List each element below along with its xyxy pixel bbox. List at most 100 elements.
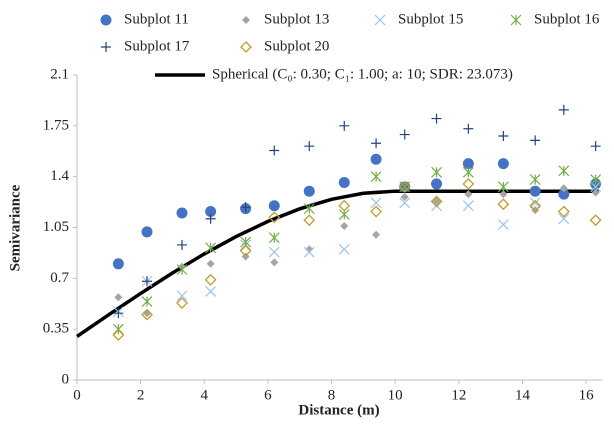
point xyxy=(303,214,316,227)
point xyxy=(462,166,474,178)
y-axis-title: Semivariance xyxy=(7,184,23,271)
point xyxy=(497,181,509,193)
legend-label: Subplot 17 xyxy=(124,38,190,54)
point xyxy=(462,158,474,170)
point xyxy=(463,123,474,134)
y-tick-label: 2.1 xyxy=(50,66,69,82)
point xyxy=(372,230,381,239)
legend-label: Subplot 15 xyxy=(398,11,463,27)
point xyxy=(591,188,600,197)
point xyxy=(371,138,382,149)
point xyxy=(177,239,187,250)
legend-marker xyxy=(510,14,522,26)
point xyxy=(304,141,315,152)
point xyxy=(558,104,569,115)
point xyxy=(338,176,350,188)
point xyxy=(590,141,601,152)
point xyxy=(141,308,153,321)
point xyxy=(112,258,124,270)
point xyxy=(529,199,542,212)
point xyxy=(303,203,315,215)
point xyxy=(589,214,602,227)
point xyxy=(206,259,215,268)
point xyxy=(239,244,252,257)
point xyxy=(268,211,281,224)
point xyxy=(303,246,315,258)
legend-marker xyxy=(242,16,250,24)
point xyxy=(431,113,442,124)
legend-marker xyxy=(374,14,386,26)
point xyxy=(400,193,409,201)
point xyxy=(176,264,188,276)
point xyxy=(399,197,411,209)
point xyxy=(268,200,280,212)
x-tick-label: 8 xyxy=(328,387,336,403)
point xyxy=(141,226,153,238)
point xyxy=(430,195,443,208)
point xyxy=(339,120,350,131)
point xyxy=(370,153,382,165)
y-tick-label: 0.7 xyxy=(50,270,69,286)
point xyxy=(205,213,216,224)
x-tick-label: 0 xyxy=(73,387,81,403)
legend-marker xyxy=(101,42,111,52)
legend-marker xyxy=(240,41,252,53)
point xyxy=(205,206,217,218)
point xyxy=(176,207,188,219)
point xyxy=(269,145,280,156)
y-tick-label: 1.75 xyxy=(43,117,69,133)
point xyxy=(370,171,382,183)
point xyxy=(464,190,473,199)
point xyxy=(268,246,280,258)
point xyxy=(431,166,442,178)
point xyxy=(559,184,568,193)
point xyxy=(112,329,125,341)
y-tick-label: 0 xyxy=(62,371,70,387)
point xyxy=(205,242,217,254)
legend-label: Subplot 20 xyxy=(264,38,329,54)
point xyxy=(399,181,411,193)
point xyxy=(370,197,382,209)
point xyxy=(114,293,123,302)
x-tick-label: 10 xyxy=(388,387,403,403)
point xyxy=(176,297,188,309)
point xyxy=(268,232,280,244)
point xyxy=(497,198,510,211)
point xyxy=(530,135,541,146)
point xyxy=(558,188,570,200)
point xyxy=(529,174,541,185)
legend-label: Subplot 16 xyxy=(534,11,600,27)
legend-label: Subplot 11 xyxy=(124,11,189,27)
legend-label: Subplot 13 xyxy=(264,11,329,27)
point xyxy=(340,222,349,231)
x-tick-label: 2 xyxy=(137,387,145,403)
point xyxy=(399,129,410,140)
x-tick-label: 6 xyxy=(264,387,272,403)
point xyxy=(141,296,153,307)
point xyxy=(497,158,509,170)
legend-marker xyxy=(100,14,112,26)
point xyxy=(398,180,411,193)
point xyxy=(240,202,251,213)
y-tick-label: 1.4 xyxy=(50,168,69,184)
point xyxy=(497,219,509,231)
point xyxy=(558,213,570,225)
point xyxy=(204,273,217,286)
point xyxy=(305,245,314,254)
x-tick-label: 16 xyxy=(579,387,595,403)
point xyxy=(113,308,124,319)
point xyxy=(370,205,383,218)
point xyxy=(431,178,443,190)
point xyxy=(270,258,279,267)
legend-label: Spherical (C₀: 0.30; C₁: 1.00; a: 10; SD… xyxy=(212,66,513,82)
y-tick-label: 1.05 xyxy=(43,219,69,235)
point xyxy=(205,285,217,297)
point xyxy=(529,185,541,197)
point xyxy=(590,174,602,185)
x-tick-label: 4 xyxy=(201,387,209,403)
point xyxy=(338,243,350,255)
point xyxy=(176,290,188,302)
point xyxy=(558,165,570,177)
